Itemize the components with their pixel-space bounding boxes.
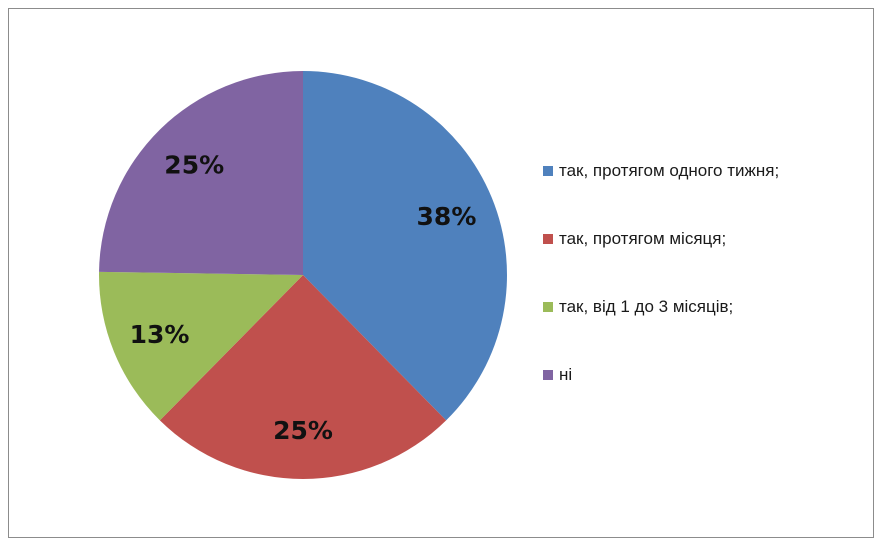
pie-slice-1 [303,71,508,421]
legend-label-1: так, протягом одного тижня; [559,161,780,180]
slice-data-label-3: 13% [130,320,190,349]
pie-chart: 38% 25% 13% 25% [99,70,508,479]
legend-swatch-4 [543,370,553,380]
slice-data-label-4: 25% [164,151,224,180]
legend-swatch-3 [543,302,553,312]
slice-data-label-1: 38% [417,202,477,231]
pie-slice-3 [99,271,303,421]
slice-data-label-2: 25% [273,416,333,445]
legend-item-4: ні [543,365,572,385]
pie-slice-4 [99,70,303,275]
legend-label-3: так, від 1 до 3 місяців; [559,297,734,316]
legend-label-2: так, протягом місяця; [559,229,727,248]
legend-item-2: так, протягом місяця; [543,229,726,249]
chart-area: 38% 25% 13% 25% так, протягом одного тижня;… [8,8,874,538]
legend-label-4: ні [559,365,573,384]
legend-item-1: так, протягом одного тижня; [543,161,779,181]
legend-swatch-1 [543,166,553,176]
legend-item-3: так, від 1 до 3 місяців; [543,297,733,317]
pie-slice-2 [159,275,447,479]
legend-swatch-2 [543,234,553,244]
